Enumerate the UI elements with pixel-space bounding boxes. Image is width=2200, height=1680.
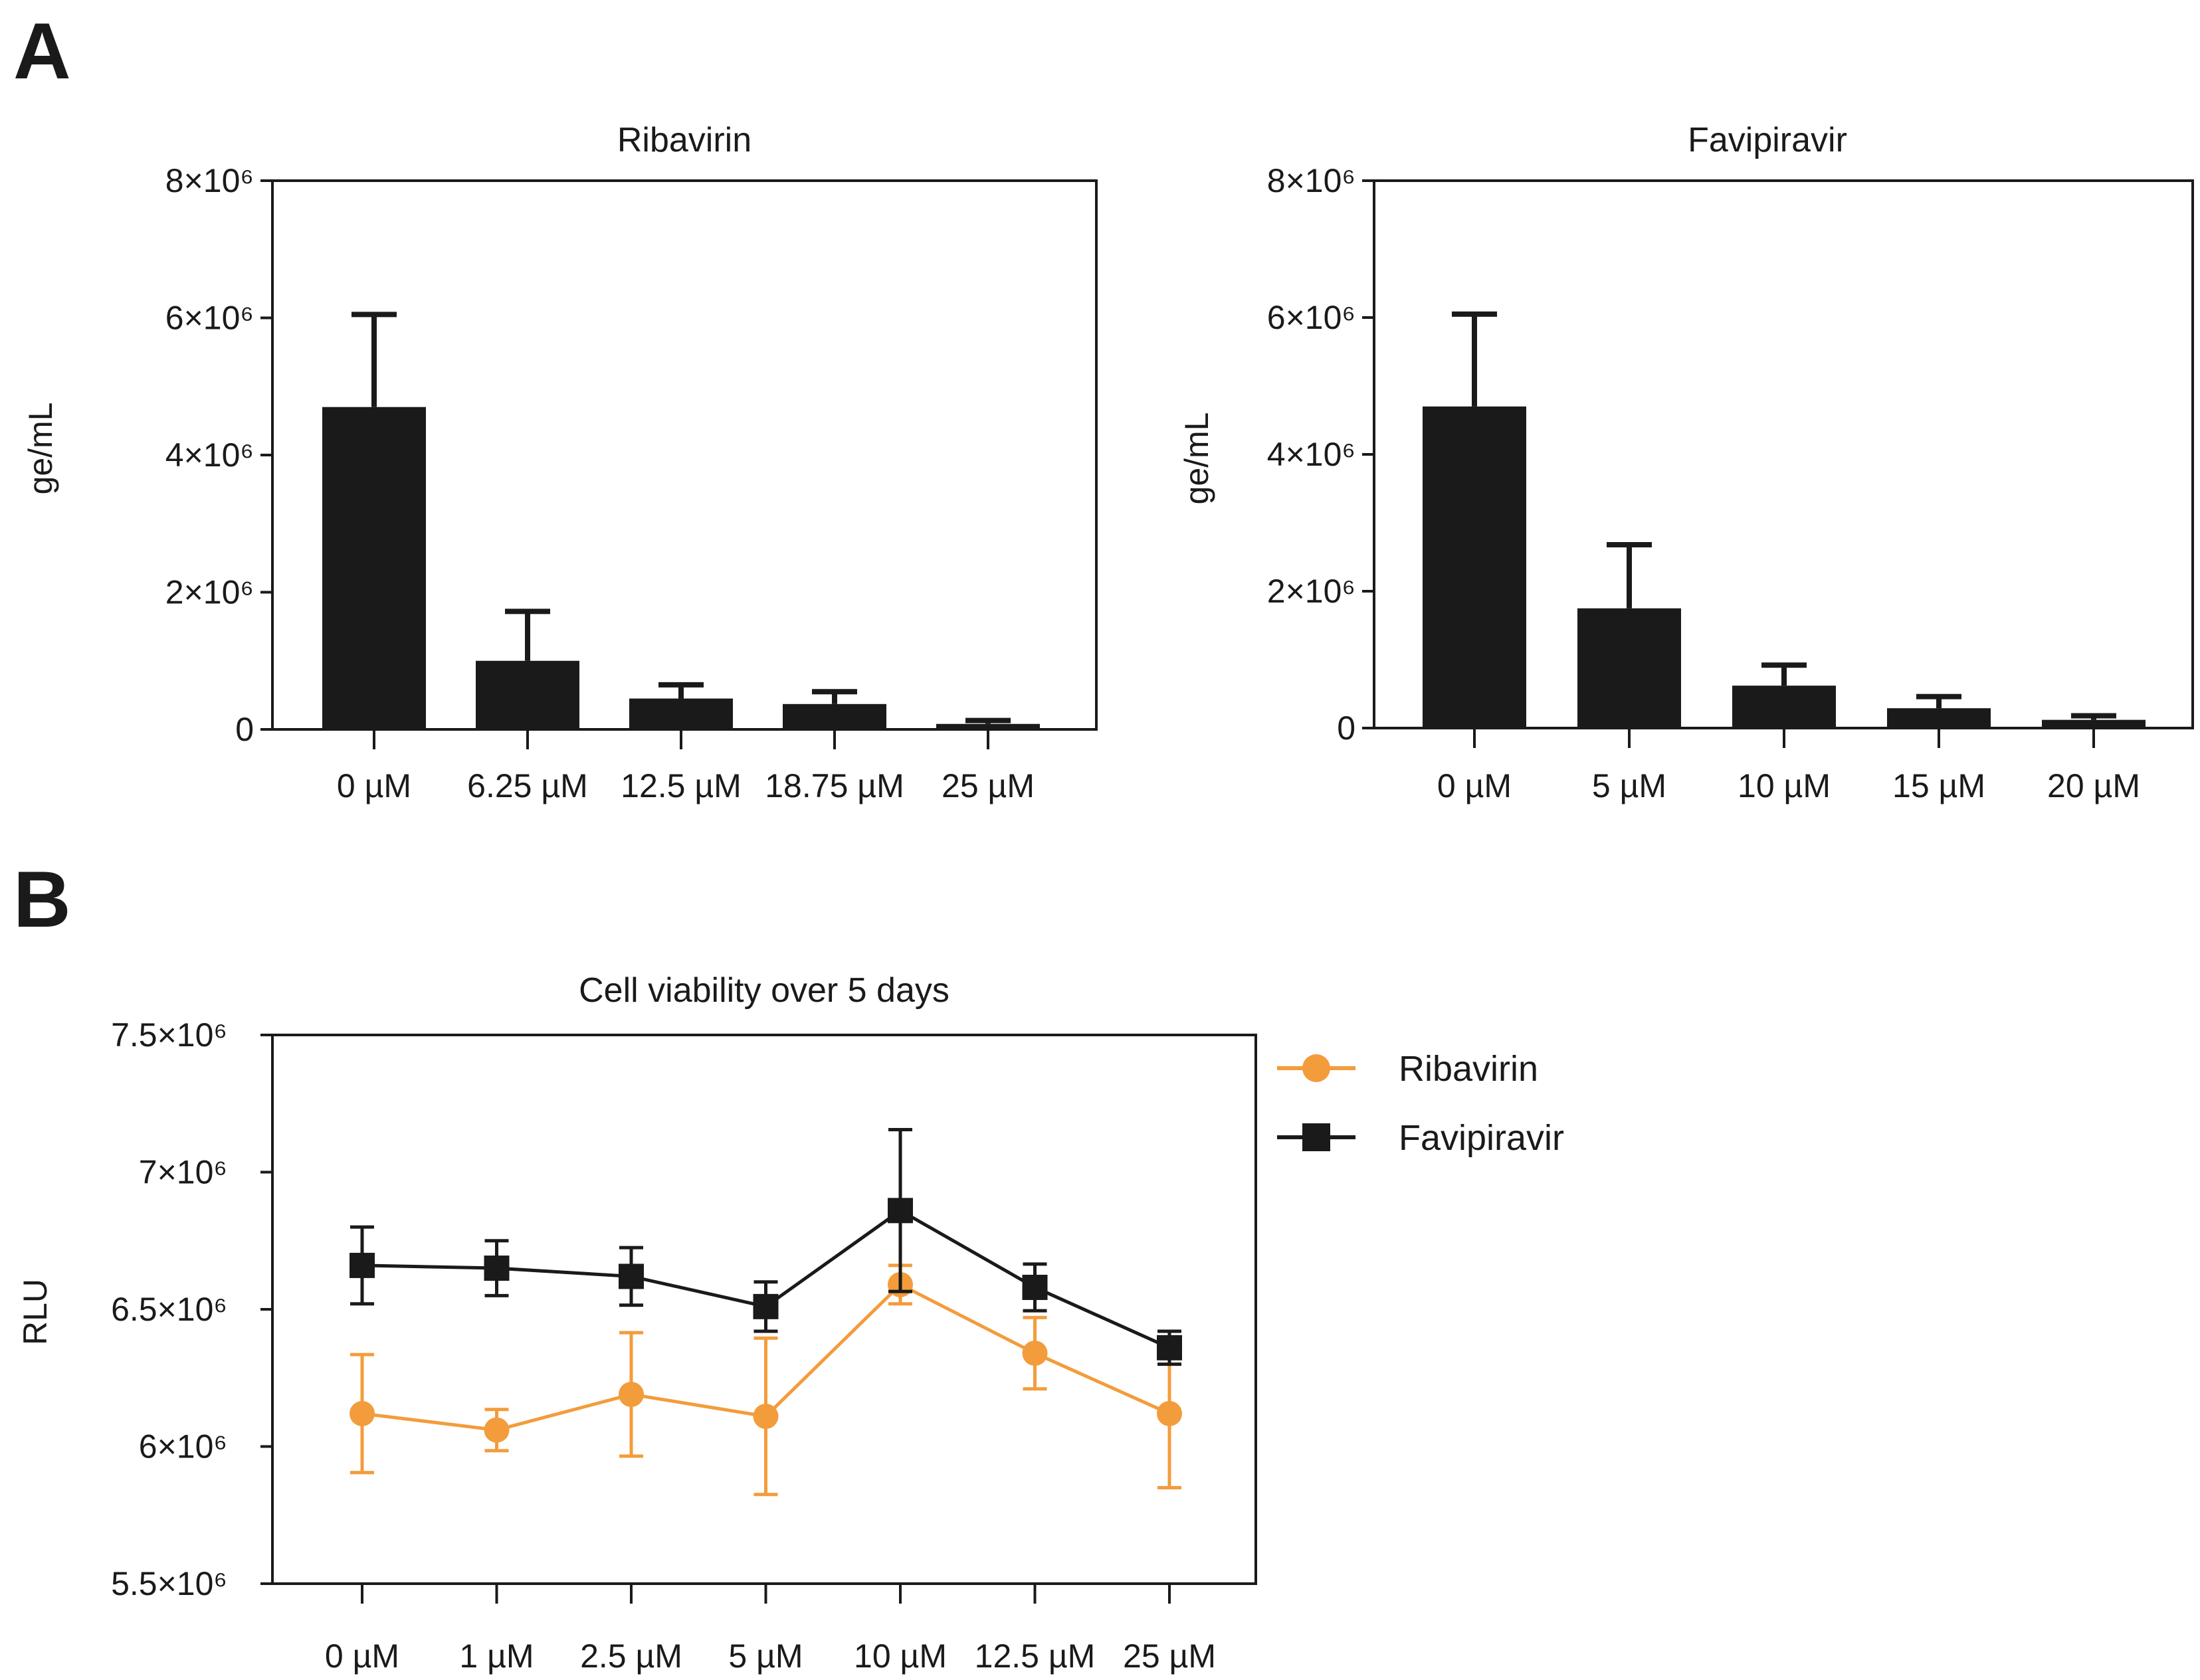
data-point bbox=[753, 1293, 779, 1319]
x-tick-label: 12.5 µM bbox=[975, 1637, 1096, 1675]
x-tick-label: 12.5 µM bbox=[621, 767, 742, 804]
data-point bbox=[350, 1400, 375, 1426]
y-axis-label: ge/mL bbox=[22, 403, 59, 495]
bar bbox=[476, 660, 579, 729]
bar bbox=[1732, 686, 1836, 728]
legend-marker bbox=[1302, 1054, 1330, 1082]
data-point bbox=[619, 1263, 644, 1289]
chart-title: Favipiravir bbox=[1688, 121, 1847, 159]
panel-letter-a: A bbox=[13, 7, 71, 96]
bar bbox=[1577, 608, 1681, 728]
data-point bbox=[1022, 1274, 1048, 1300]
y-tick-label: 4×10⁶ bbox=[1267, 436, 1355, 473]
x-tick-label: 20 µM bbox=[2047, 767, 2140, 804]
data-point bbox=[1022, 1341, 1048, 1366]
x-tick-label: 10 µM bbox=[854, 1637, 947, 1675]
legend-label: Ribavirin bbox=[1399, 1049, 1538, 1089]
chart-favipiravir: Favipiravir ge/mL 0 2×10⁶ 4×10⁶ 6×10⁶ 8×10⁶ 0… bbox=[1178, 121, 2194, 804]
bar bbox=[1887, 708, 1991, 728]
chart-cell-viability: Cell viability over 5 days RLU 5.5×10⁶ 6×… bbox=[17, 971, 1564, 1675]
data-point bbox=[484, 1417, 510, 1443]
panel-letter-b: B bbox=[13, 855, 71, 944]
y-tick-label: 8×10⁶ bbox=[165, 162, 254, 199]
x-tick-label: 0 µM bbox=[1437, 767, 1512, 804]
bar bbox=[936, 723, 1040, 729]
x-tick-label: 1 µM bbox=[459, 1637, 534, 1675]
x-tick-label: 25 µM bbox=[942, 767, 1035, 804]
x-tick-label: 0 µM bbox=[325, 1637, 399, 1675]
y-axis-label: RLU bbox=[17, 1279, 54, 1345]
bar bbox=[1423, 406, 1526, 728]
x-tick-label: 6.25 µM bbox=[467, 767, 588, 804]
data-point bbox=[888, 1198, 913, 1224]
y-tick-label: 6×10⁶ bbox=[165, 300, 254, 337]
data-point bbox=[1157, 1400, 1182, 1426]
data-point bbox=[753, 1404, 779, 1430]
y-axis-label: ge/mL bbox=[1178, 413, 1215, 505]
y-tick-label: 8×10⁶ bbox=[1267, 162, 1355, 199]
data-point bbox=[350, 1252, 375, 1278]
y-tick-label: 6.5×10⁶ bbox=[111, 1291, 227, 1328]
bar bbox=[2042, 719, 2146, 728]
x-tick-label: 2.5 µM bbox=[580, 1637, 682, 1675]
chart-title: Ribavirin bbox=[617, 121, 751, 159]
y-tick-label: 6×10⁶ bbox=[139, 1428, 227, 1465]
data-point bbox=[1157, 1335, 1182, 1360]
y-tick-label: 6×10⁶ bbox=[1267, 299, 1355, 336]
x-tick-label: 25 µM bbox=[1123, 1637, 1216, 1675]
data-point bbox=[619, 1382, 644, 1408]
legend-marker bbox=[1302, 1123, 1330, 1151]
data-point bbox=[484, 1256, 510, 1281]
x-tick-label: 5 µM bbox=[1592, 767, 1666, 804]
y-tick-label: 5.5×10⁶ bbox=[111, 1565, 227, 1602]
x-tick-label: 10 µM bbox=[1738, 767, 1831, 804]
y-tick-label: 0 bbox=[235, 711, 254, 748]
bar bbox=[322, 407, 426, 729]
bar bbox=[629, 698, 733, 729]
legend-label: Favipiravir bbox=[1399, 1118, 1564, 1158]
y-tick-label: 2×10⁶ bbox=[1267, 573, 1355, 610]
y-tick-label: 4×10⁶ bbox=[165, 436, 254, 474]
x-tick-label: 5 µM bbox=[728, 1637, 803, 1675]
x-tick-label: 0 µM bbox=[337, 767, 411, 804]
y-tick-label: 2×10⁶ bbox=[165, 574, 254, 611]
chart-ribavirin: Ribavirin ge/mL 0 2×10⁶ 4×10⁶ 6×10⁶ 8×10⁶ 0 µ… bbox=[22, 121, 1098, 804]
y-tick-label: 7.5×10⁶ bbox=[111, 1016, 227, 1054]
bar bbox=[783, 703, 886, 729]
x-tick-label: 15 µM bbox=[1892, 767, 1985, 804]
legend: Ribavirin Favipiravir bbox=[1277, 1049, 1564, 1158]
y-tick-label: 7×10⁶ bbox=[139, 1154, 227, 1191]
chart-title: Cell viability over 5 days bbox=[579, 971, 950, 1010]
x-tick-label: 18.75 µM bbox=[765, 767, 904, 804]
y-tick-label: 0 bbox=[1337, 709, 1355, 747]
